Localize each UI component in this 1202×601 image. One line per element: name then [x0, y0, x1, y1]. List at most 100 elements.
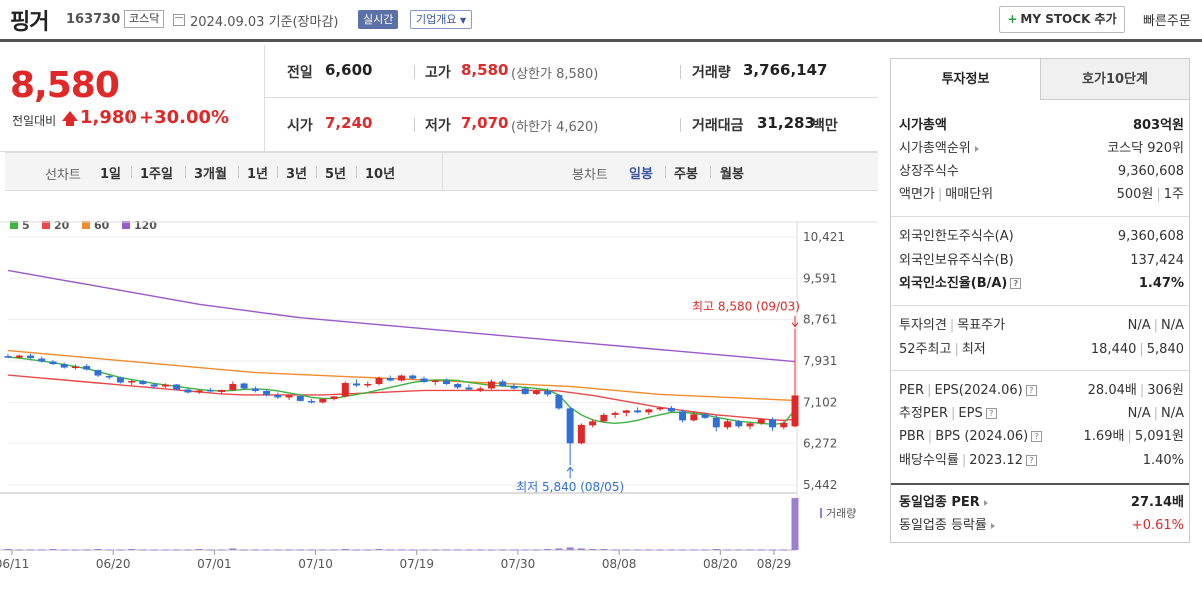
realtime-button[interactable]: 실시간 — [358, 10, 399, 29]
tab-3month[interactable]: 3개월 — [194, 167, 227, 182]
row-label: BPS (2024.06) — [935, 429, 1029, 444]
row-label: EPS(2024.06) — [934, 383, 1023, 398]
row-value: 1주 — [1163, 187, 1184, 202]
volume-bar — [60, 549, 68, 551]
candle-body — [296, 395, 304, 401]
candle-body — [251, 388, 259, 391]
divider — [356, 166, 357, 178]
moving-average-line — [7, 356, 796, 426]
tab-weekly[interactable]: 주봉 — [674, 167, 698, 182]
help-icon[interactable]: ? — [985, 408, 997, 419]
y-tick-label: 10,421 — [803, 230, 845, 244]
tab-daily[interactable]: 일봉 — [629, 167, 653, 182]
row-value: 306원 — [1147, 383, 1184, 398]
volume-bar — [667, 549, 675, 551]
lower-limit: (하한가 4,620) — [511, 120, 599, 135]
period-bar: 선차트 1일 1주일 3개월 1년 3년 5년 10년 봉차트 일봉 주봉 월봉 — [5, 152, 878, 191]
candle-body — [544, 390, 552, 395]
divider — [891, 483, 1189, 485]
volume-bar — [398, 549, 405, 551]
row-value: 코스닥 920위 — [1107, 141, 1184, 156]
candle-body — [218, 389, 226, 392]
row-label: 외국인보유주식수(B) — [899, 253, 1014, 268]
info-row: 상장주식수 9,360,608 — [899, 160, 1184, 184]
volume-bar — [375, 548, 383, 550]
volume-bar — [735, 549, 743, 551]
candle-body — [690, 414, 698, 421]
divider — [680, 65, 681, 79]
help-icon[interactable]: ? — [1025, 455, 1037, 466]
high-label: 고가 — [425, 65, 451, 81]
row-value: 27.14배 — [1130, 495, 1184, 510]
x-tick-label: 06/20 — [96, 557, 131, 571]
volume-bar — [690, 549, 698, 551]
info-row[interactable]: 동일업종 PER 27.14배 — [899, 491, 1184, 515]
candle-body — [701, 414, 709, 418]
volume-bar — [712, 548, 720, 550]
tab-3year[interactable]: 3년 — [286, 167, 308, 182]
low-value: 7,070 — [461, 114, 509, 132]
candle-body — [15, 355, 23, 358]
info-row[interactable]: 동일업종 등락률 +0.61% — [899, 514, 1184, 538]
volume-bar — [229, 548, 237, 550]
volume-label: 거래량 — [826, 507, 856, 520]
row-label: 52주최고 — [899, 342, 952, 357]
candle-body — [611, 412, 619, 415]
row-value: 5,840 — [1146, 342, 1184, 357]
y-tick-label: 5,442 — [803, 478, 837, 492]
quick-order-link[interactable]: 빠른주문 — [1143, 14, 1191, 29]
volume-bar — [645, 549, 653, 551]
divider — [277, 166, 278, 178]
add-mystock-button[interactable]: + MY STOCK 추가 — [999, 6, 1125, 33]
volume-bar — [71, 549, 79, 551]
tab-order-book[interactable]: 호가10단계 — [1040, 59, 1189, 100]
company-overview-button[interactable]: 기업개요 ▼ — [410, 10, 473, 29]
divider — [891, 305, 1189, 306]
candle-body — [566, 408, 574, 444]
tab-monthly[interactable]: 월봉 — [720, 167, 744, 182]
info-row[interactable]: 시가총액순위 코스닥 920위 — [899, 137, 1184, 161]
row-label: 동일업종 PER — [899, 495, 980, 510]
candle-body — [634, 410, 642, 413]
row-label: 외국인소진율(B/A) — [899, 276, 1008, 291]
volume-bar — [656, 549, 664, 551]
divider — [316, 166, 317, 178]
tab-10year[interactable]: 10년 — [365, 167, 396, 182]
candle-body — [71, 366, 79, 369]
volume-bar — [544, 548, 552, 550]
row-label: 시가총액순위 — [899, 141, 971, 156]
candle-body — [499, 381, 507, 386]
upper-limit: (상한가 8,580) — [511, 67, 599, 82]
help-icon[interactable]: ? — [1031, 431, 1043, 442]
tab-1week[interactable]: 1주일 — [140, 167, 173, 182]
volume-bar — [589, 548, 597, 550]
legend-swatch — [82, 221, 90, 229]
tab-investment-info[interactable]: 투자정보 — [891, 59, 1040, 100]
volume-bar — [240, 549, 248, 551]
candle-body — [600, 414, 608, 422]
volume-bar — [319, 549, 327, 551]
tab-1year[interactable]: 1년 — [247, 167, 269, 182]
row-value: +0.61% — [1131, 518, 1184, 533]
volume-bar — [116, 549, 124, 551]
candle-body — [4, 356, 12, 358]
row-label: EPS — [958, 406, 983, 421]
tab-5year[interactable]: 5년 — [325, 167, 347, 182]
help-icon[interactable]: ? — [1025, 385, 1037, 396]
info-row: 배당수익률 | 2023.12? 1.40% — [899, 449, 1184, 473]
candle-body — [780, 422, 788, 428]
volume-bar — [577, 548, 585, 550]
stock-header: 핑거 163730 코스닥 2024.09.03 기준(장마감) 실시간 기업개… — [0, 0, 1202, 42]
help-icon[interactable]: ? — [1010, 278, 1022, 289]
candle-body — [27, 355, 34, 359]
x-tick-label: 07/19 — [399, 557, 434, 571]
candle-body — [263, 390, 271, 395]
candle-body — [735, 421, 743, 427]
row-value: 9,360,608 — [1117, 229, 1184, 244]
volume-bar — [296, 549, 304, 551]
candle-body — [94, 370, 102, 376]
price-diff: 1,980 — [80, 107, 137, 128]
divider — [130, 110, 131, 124]
tab-1day[interactable]: 1일 — [100, 167, 122, 182]
volume-bar — [465, 549, 473, 551]
